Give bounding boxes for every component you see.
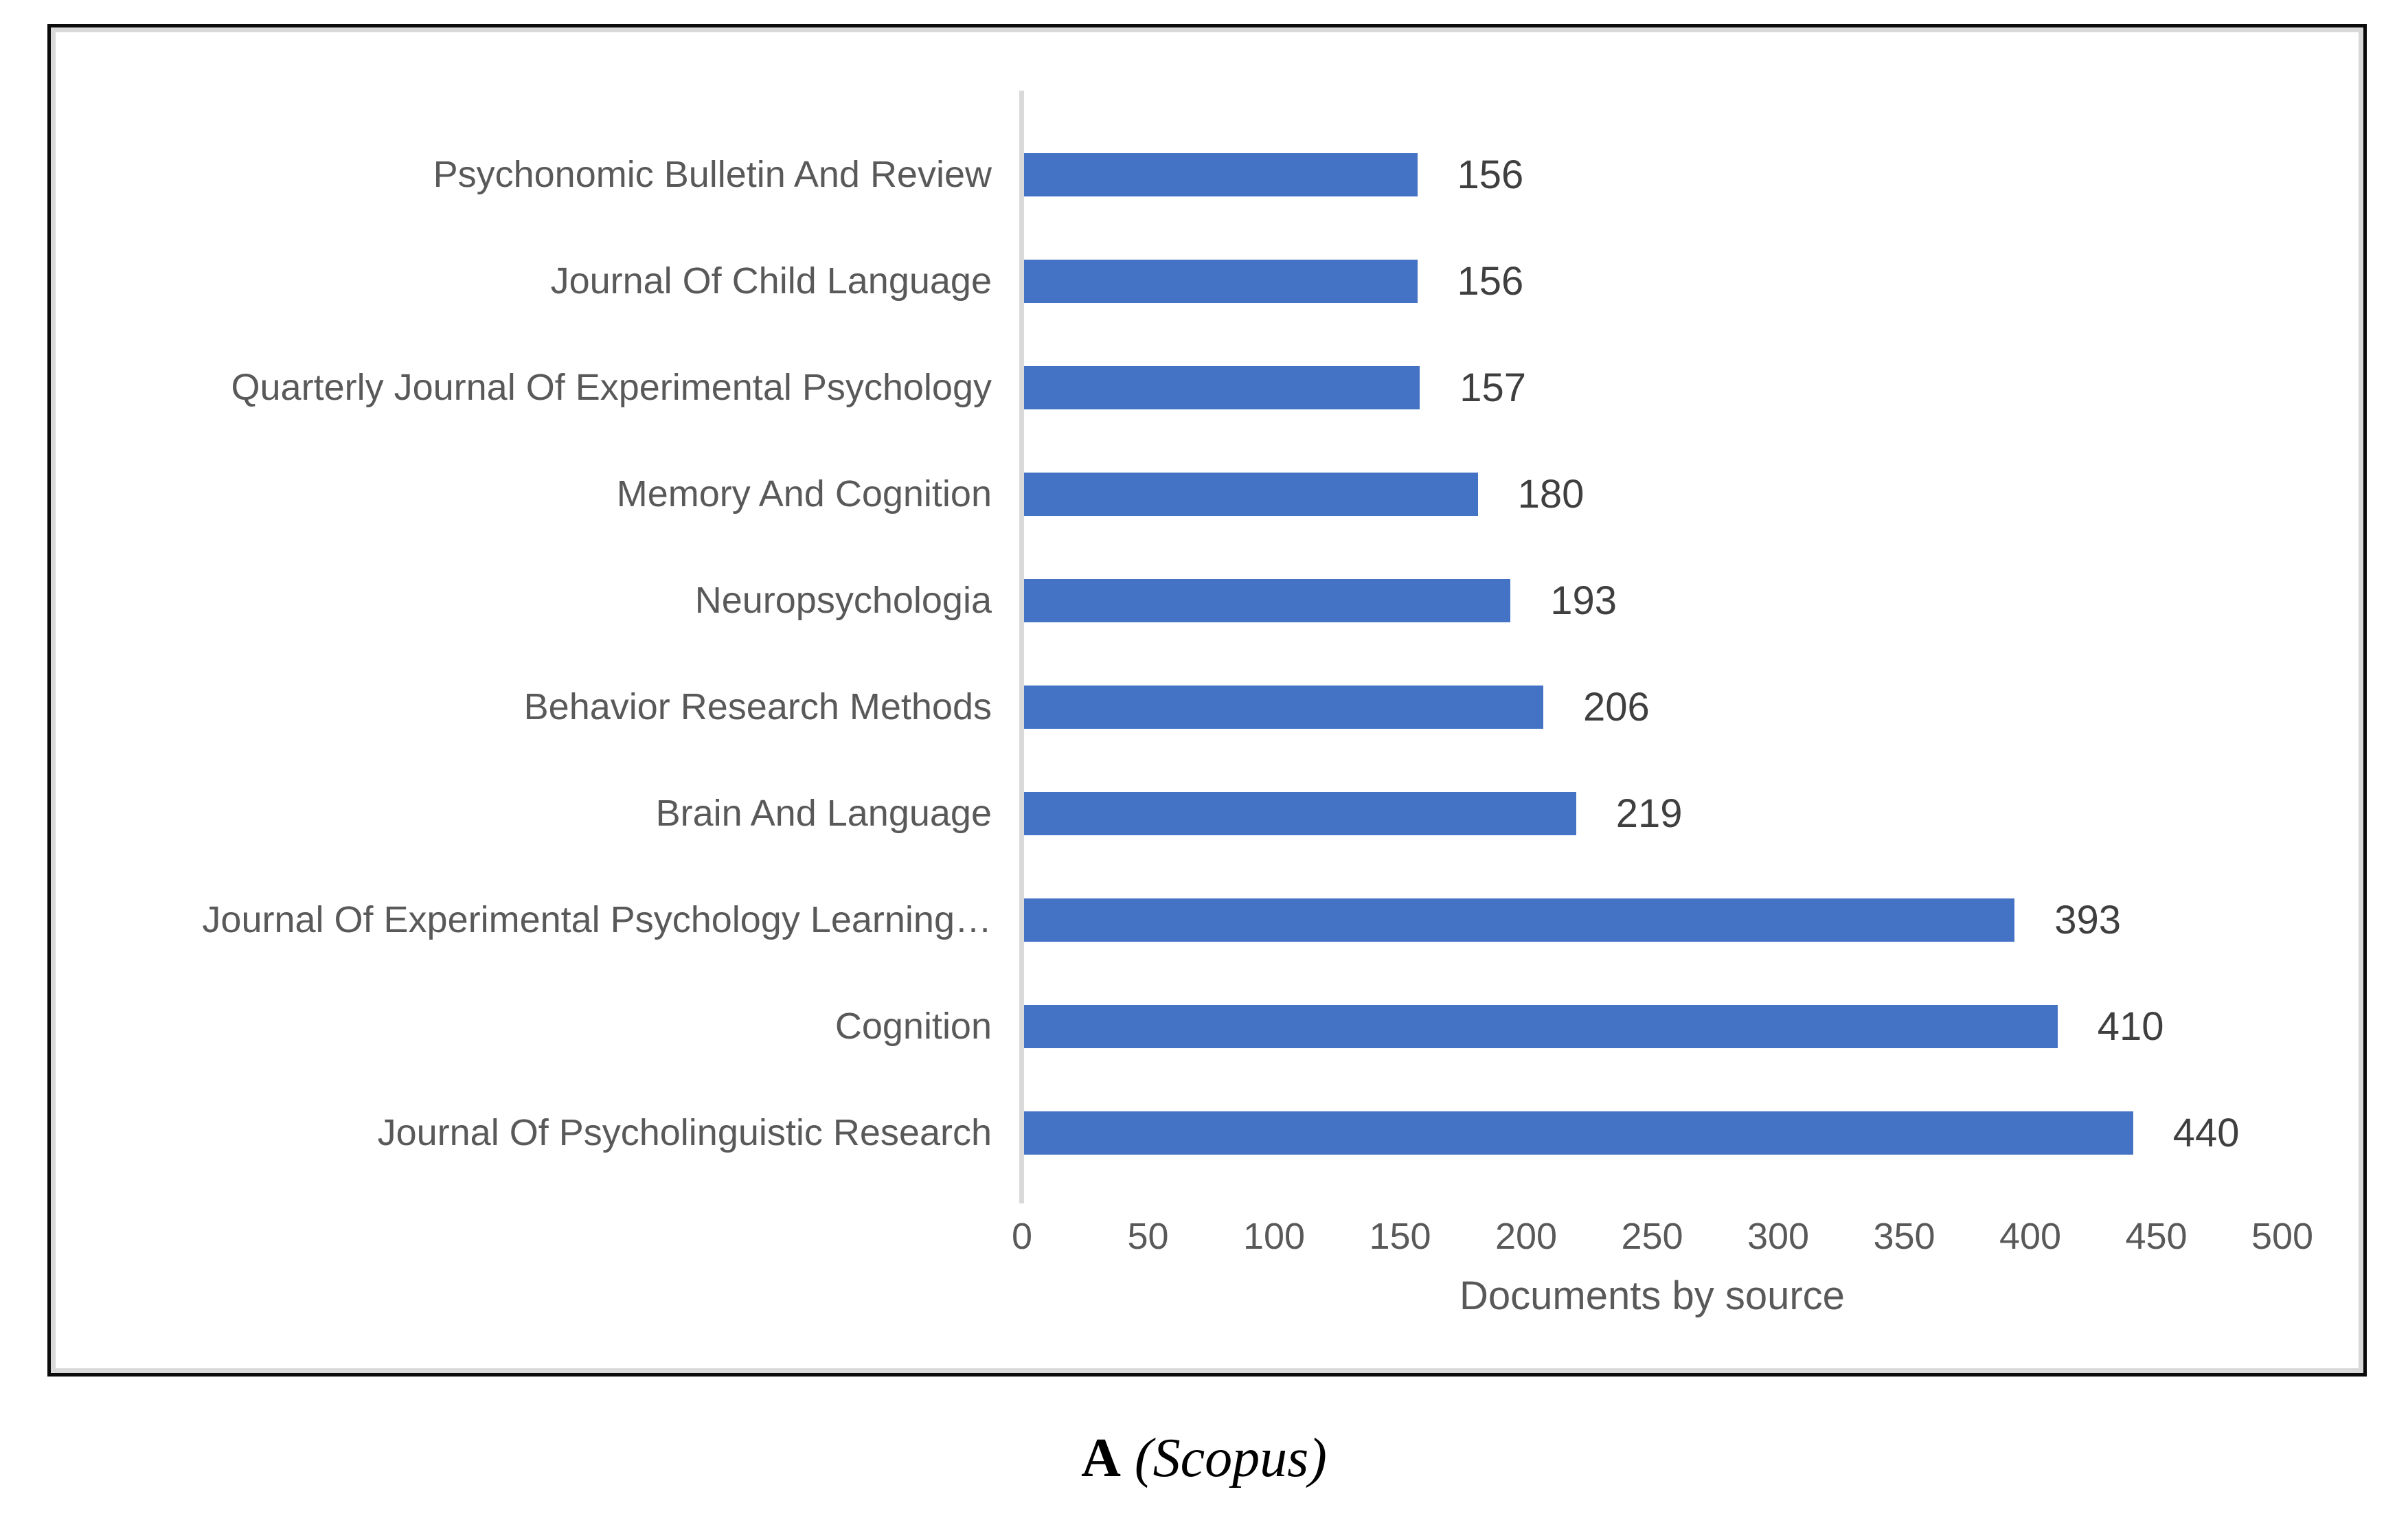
x-axis-tick-label: 500 (2251, 1216, 2314, 1257)
plot-area: Psychonomic Bulletin And Review 156 Journa… (60, 91, 2354, 1203)
chart-row: Psychonomic Bulletin And Review 156 (60, 122, 2354, 228)
x-axis-tick-label: 400 (1999, 1216, 2062, 1257)
bar (1024, 1005, 2058, 1048)
chart-row: Journal Of Child Language 156 (60, 228, 2354, 335)
x-axis-title: Documents by source (1459, 1273, 1845, 1318)
category-label: Cognition (834, 1006, 992, 1047)
chart-frame: Psychonomic Bulletin And Review 156 Journa… (47, 24, 2367, 1377)
chart-row: Cognition 410 (60, 973, 2354, 1080)
value-label: 393 (2054, 898, 2122, 942)
bar (1024, 260, 1418, 303)
value-label: 157 (1459, 365, 1526, 410)
bar (1024, 1111, 2133, 1155)
value-label: 206 (1583, 685, 1650, 729)
caption-source-name: (Scopus) (1134, 1428, 1327, 1488)
category-label: Brain And Language (655, 793, 992, 834)
bar-track: 393 (1024, 867, 2284, 973)
category-label: Memory And Cognition (616, 473, 992, 514)
chart-row: Brain And Language 219 (60, 760, 2354, 867)
category-label: Behavior Research Methods (523, 686, 992, 727)
category-axis-line (1019, 91, 1024, 1203)
bar-track: 193 (1024, 547, 2284, 654)
x-axis-tick-label: 150 (1369, 1216, 1431, 1257)
value-label: 180 (1517, 472, 1584, 517)
bar (1024, 153, 1418, 196)
value-label: 156 (1457, 152, 1524, 197)
chart-row: Journal Of Experimental Psychology Learn… (60, 867, 2354, 973)
x-axis-tick-label: 200 (1495, 1216, 1558, 1257)
bar (1024, 686, 1544, 729)
value-label: 219 (1615, 791, 1683, 836)
category-label: Journal Of Experimental Psychology Learn… (202, 899, 992, 940)
bar-track: 156 (1024, 122, 2284, 228)
x-axis-tick-label: 300 (1747, 1216, 1810, 1257)
chart-row: Neuropsychologia 193 (60, 547, 2354, 654)
value-label: 193 (1550, 578, 1617, 623)
chart-row: Behavior Research Methods 206 (60, 654, 2354, 760)
bar-track: 219 (1024, 760, 2284, 867)
x-axis-tick-label: 100 (1242, 1216, 1306, 1257)
category-label: Journal Of Psycholinguistic Research (377, 1112, 992, 1153)
chart-area: Psychonomic Bulletin And Review 156 Journa… (60, 37, 2354, 1363)
bar-track: 410 (1024, 973, 2284, 1080)
bar (1024, 579, 1511, 622)
category-label: Neuropsychologia (694, 580, 992, 621)
bar (1024, 898, 2015, 942)
x-axis-tick-label: 350 (1873, 1216, 1935, 1257)
bar-track: 156 (1024, 228, 2284, 335)
category-label: Psychonomic Bulletin And Review (433, 154, 992, 195)
category-label: Quarterly Journal Of Experimental Psycho… (231, 367, 992, 408)
bar-track: 157 (1024, 335, 2284, 441)
x-axis-tick-labels: 0 50 100 150 200 250 300 350 400 450 500 (1012, 1186, 2313, 1269)
x-axis-tick-label: 250 (1621, 1216, 1683, 1257)
chart-row: Quarterly Journal Of Experimental Psycho… (60, 335, 2354, 441)
bar-track: 440 (1024, 1080, 2284, 1186)
value-label: 410 (2097, 1004, 2164, 1049)
chart-border: Psychonomic Bulletin And Review 156 Journa… (51, 27, 2363, 1373)
chart-row: Memory And Cognition 180 (60, 441, 2354, 547)
caption-panel-letter: A (1081, 1428, 1121, 1488)
bar-track: 180 (1024, 441, 2284, 547)
value-label: 440 (2172, 1111, 2240, 1155)
value-label: 156 (1457, 259, 1524, 304)
figure-caption: A (Scopus) (0, 1427, 2408, 1490)
bar (1024, 473, 1478, 516)
bar (1024, 366, 1420, 409)
bar-track: 206 (1024, 654, 2284, 760)
x-axis-tick-label: 50 (1127, 1216, 1169, 1257)
x-axis-tick-label: 450 (2125, 1216, 2188, 1257)
bar (1024, 792, 1576, 835)
category-label: Journal Of Child Language (550, 260, 992, 302)
chart-row: Journal Of Psycholinguistic Research 440 (60, 1080, 2354, 1186)
x-axis-tick-label: 0 (1011, 1216, 1033, 1257)
